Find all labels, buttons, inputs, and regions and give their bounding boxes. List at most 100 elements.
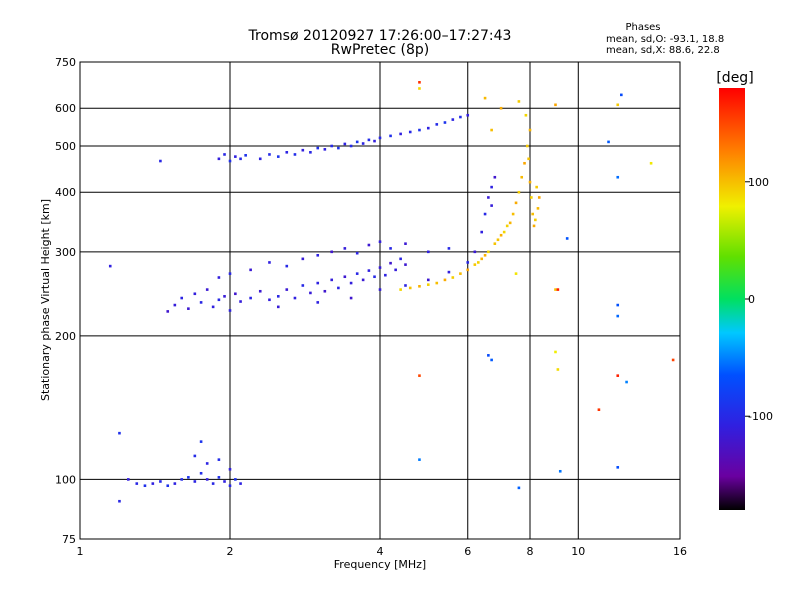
data-point [554, 288, 557, 291]
data-point [523, 161, 526, 165]
x-axis-label: Frequency [MHz] [334, 558, 426, 571]
data-point [466, 268, 470, 272]
data-point [418, 87, 421, 90]
data-point [480, 257, 484, 261]
data-point [508, 221, 512, 225]
data-point [343, 275, 347, 279]
data-point [493, 242, 497, 245]
data-point [285, 151, 289, 154]
data-point [199, 471, 203, 475]
data-point [649, 161, 653, 165]
data-point [418, 374, 421, 377]
data-point [616, 303, 620, 307]
stats-line-o: mean, sd,O: -93.1, 18.8 [606, 34, 724, 45]
data-point [337, 146, 340, 150]
data-point [520, 175, 524, 179]
y-tick-label: 400 [55, 186, 76, 199]
data-point [159, 480, 162, 483]
data-point [517, 190, 521, 194]
data-point [505, 224, 509, 228]
data-point [466, 261, 470, 264]
y-tick-label: 200 [55, 330, 76, 343]
data-point [367, 243, 371, 247]
data-point [258, 289, 262, 293]
data-point [285, 288, 289, 291]
data-point [558, 469, 562, 473]
data-point [625, 380, 628, 384]
x-tick-label: 10 [571, 545, 585, 558]
data-point [514, 272, 518, 275]
x-tick-label: 8 [527, 545, 534, 558]
data-point [389, 261, 392, 265]
data-point [180, 296, 184, 300]
data-point [399, 132, 402, 136]
data-point [477, 261, 480, 264]
data-point [234, 292, 237, 296]
data-point [487, 196, 490, 199]
data-point [223, 295, 226, 298]
data-point [443, 121, 447, 124]
data-point [620, 93, 623, 97]
data-point [447, 270, 451, 274]
data-point [323, 148, 327, 151]
data-point [349, 296, 353, 300]
data-point [316, 146, 320, 150]
data-point [217, 157, 221, 161]
colorbar-tick-label: 0 [748, 293, 755, 306]
data-point [451, 276, 455, 279]
data-point [118, 499, 121, 503]
data-point [239, 157, 242, 161]
data-point [378, 136, 382, 140]
y-tick-label: 750 [55, 56, 76, 69]
data-point [496, 238, 500, 242]
x-tick-label: 16 [673, 545, 687, 558]
data-point [426, 250, 430, 254]
data-point [536, 207, 540, 210]
data-point [556, 368, 560, 371]
x-tick-label: 6 [464, 545, 471, 558]
data-point [394, 268, 397, 272]
stats-heading: Phases [625, 22, 660, 33]
data-point [211, 482, 215, 485]
data-point [447, 247, 451, 250]
data-point [276, 305, 280, 309]
data-point [193, 292, 197, 296]
data-point [355, 140, 359, 144]
data-point [671, 358, 675, 362]
data-point [187, 476, 190, 479]
data-point [258, 157, 262, 161]
data-point [404, 242, 407, 245]
data-point [426, 283, 430, 286]
colorbar-label: [deg] [716, 70, 753, 86]
data-point [228, 309, 232, 312]
data-point [108, 264, 112, 268]
y-tick-label: 600 [55, 102, 76, 115]
data-point [528, 128, 532, 132]
data-point [532, 224, 536, 228]
data-point [527, 157, 530, 161]
data-point [418, 128, 421, 132]
data-point [399, 288, 402, 291]
data-point [466, 113, 470, 117]
data-point [418, 458, 421, 461]
data-point [249, 296, 252, 300]
chart-title: Tromsø 20120927 17:26:00–17:27:43 [248, 28, 512, 44]
data-point [244, 154, 247, 157]
data-point [487, 250, 490, 254]
data-point [499, 233, 503, 237]
data-point [404, 284, 407, 287]
data-point [616, 466, 620, 469]
data-point [316, 301, 320, 304]
y-tick-label: 500 [55, 140, 76, 153]
data-point [234, 155, 237, 158]
data-point [309, 291, 312, 295]
data-point [355, 251, 359, 255]
data-point [418, 80, 421, 84]
data-point [389, 247, 392, 250]
data-point [199, 301, 203, 304]
colorbar-tick-label: -100 [748, 410, 773, 423]
data-point [337, 286, 340, 290]
data-point [418, 284, 421, 288]
data-point [524, 113, 528, 117]
data-point [228, 484, 232, 488]
